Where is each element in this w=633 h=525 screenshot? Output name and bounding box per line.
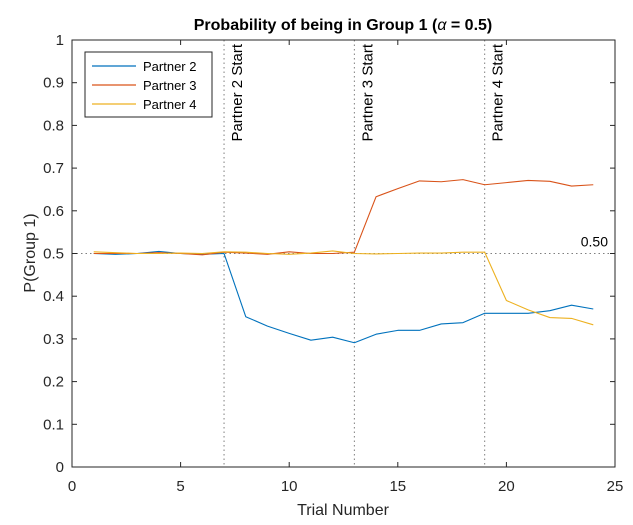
- vline-label: Partner 2 Start: [229, 43, 246, 141]
- y-tick-label: 0.4: [43, 288, 64, 305]
- x-axis-title: Trial Number: [297, 502, 390, 519]
- y-tick-label: 1: [56, 32, 64, 49]
- chart-title-suffix: = 0.5): [446, 17, 492, 34]
- y-axis-title: P(Group 1): [22, 213, 39, 292]
- x-tick-label: 20: [498, 478, 515, 495]
- hline-label: 0.50: [581, 234, 608, 250]
- y-tick-label: 0.8: [43, 117, 64, 134]
- x-tick-label: 25: [607, 478, 624, 495]
- y-tick-label: 0.5: [43, 246, 64, 263]
- x-tick-label: 15: [389, 478, 406, 495]
- y-tick-label: 0.7: [43, 160, 64, 177]
- legend-label: Partner 4: [143, 97, 196, 112]
- x-tick-label: 0: [68, 478, 76, 495]
- chart-title-symbol: α: [437, 17, 447, 34]
- y-tick-label: 0.6: [43, 203, 64, 220]
- series-line-4: [93, 250, 594, 326]
- chart-title-prefix: Probability of being in Group 1 (: [194, 17, 438, 34]
- legend-label: Partner 2: [143, 59, 196, 74]
- event-vlines: Partner 2 Start Partner 3 Start Partner 4 …: [223, 40, 507, 467]
- vline-label: Partner 4 Start: [490, 43, 507, 141]
- legend: Partner 2 Partner 3 Partner 4: [84, 51, 213, 118]
- x-tick-label: 10: [281, 478, 298, 495]
- x-tick-label: 5: [176, 478, 184, 495]
- y-tick-label: 0: [56, 459, 64, 476]
- vline-label: Partner 3 Start: [359, 43, 376, 141]
- y-axis-ticks: 0 0.1 0.2 0.3 0.4 0.5 0.6 0.7 0.8 0.9 1: [43, 32, 615, 476]
- chart-title: Probability of being in Group 1 (α = 0.5…: [194, 17, 493, 34]
- y-tick-label: 0.3: [43, 331, 64, 348]
- x-axis-ticks: 0 5 10 15 20 25: [68, 40, 624, 495]
- series-lines: [93, 179, 594, 344]
- y-tick-label: 0.2: [43, 374, 64, 391]
- y-tick-label: 0.1: [43, 416, 64, 433]
- y-tick-label: 0.9: [43, 75, 64, 92]
- legend-label: Partner 3: [143, 78, 196, 93]
